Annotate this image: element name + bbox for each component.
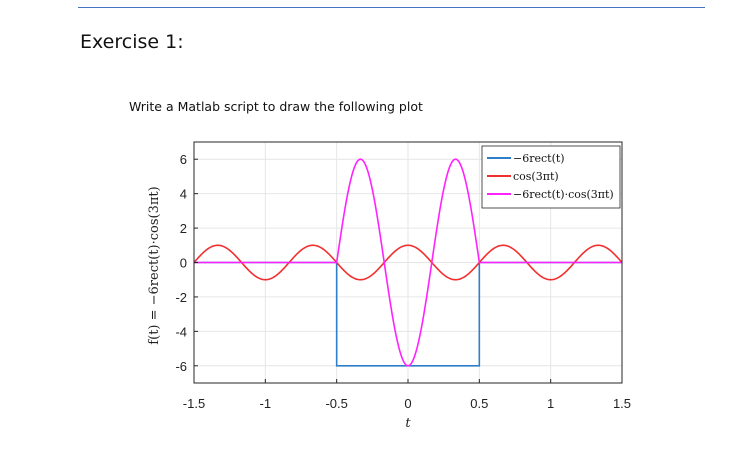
x-tick-label: 1 xyxy=(547,396,554,411)
x-tick-label: -1 xyxy=(260,396,272,411)
x-tick-label: 0 xyxy=(404,396,411,411)
tick-labels: -1.5 -1 -0.5 0 0.5 1 1.5 6 4 2 0 -2 -4 -6 xyxy=(175,152,631,411)
x-tick-label: 1.5 xyxy=(613,396,631,411)
x-tick-label: 0.5 xyxy=(470,396,488,411)
y-axis-label: f(t) = −6rect(t)·cos(3πt) xyxy=(147,186,162,344)
instruction-text: Write a Matlab script to draw the follow… xyxy=(129,99,423,114)
exercise-heading: Exercise 1: xyxy=(80,31,184,53)
legend: −6rect(t) cos(3πt) −6rect(t)·cos(3πt) xyxy=(481,145,621,209)
y-tick-label: -4 xyxy=(175,324,187,339)
x-tick-label: -0.5 xyxy=(325,396,347,411)
y-tick-label: 0 xyxy=(180,256,187,271)
y-tick-label: -6 xyxy=(175,359,187,374)
y-tick-label: -2 xyxy=(175,290,187,305)
series-lines xyxy=(193,158,623,367)
y-tick-label: 4 xyxy=(180,187,187,202)
cos-series-line xyxy=(193,244,623,281)
x-axis-label: t xyxy=(405,416,411,431)
product-series-line xyxy=(194,158,622,367)
y-tick-label: 2 xyxy=(180,221,187,236)
top-rule xyxy=(78,7,705,8)
x-tick-label: -1.5 xyxy=(183,396,205,411)
legend-entry: cos(3πt) xyxy=(513,170,559,183)
legend-entry: −6rect(t)·cos(3πt) xyxy=(513,188,614,201)
y-tick-label: 6 xyxy=(180,152,187,167)
legend-entry: −6rect(t) xyxy=(513,152,565,165)
